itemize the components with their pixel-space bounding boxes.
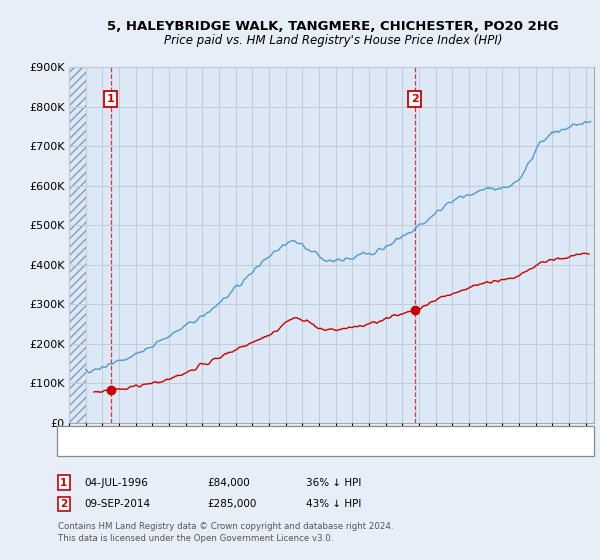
Text: 09-SEP-2014: 09-SEP-2014: [84, 499, 150, 509]
Bar: [69, 67, 86, 423]
Text: —: —: [68, 427, 83, 442]
Text: 43% ↓ HPI: 43% ↓ HPI: [306, 499, 361, 509]
Text: £84,000: £84,000: [207, 478, 250, 488]
Text: 36% ↓ HPI: 36% ↓ HPI: [306, 478, 361, 488]
Text: £285,000: £285,000: [207, 499, 256, 509]
Text: 5, HALEYBRIDGE WALK, TANGMERE, CHICHESTER, PO20 2HG (detached house): 5, HALEYBRIDGE WALK, TANGMERE, CHICHESTE…: [88, 429, 475, 439]
Text: 2: 2: [60, 499, 67, 509]
Text: 5, HALEYBRIDGE WALK, TANGMERE, CHICHESTER, PO20 2HG: 5, HALEYBRIDGE WALK, TANGMERE, CHICHESTE…: [107, 20, 559, 32]
Text: HPI: Average price, detached house, Chichester: HPI: Average price, detached house, Chic…: [88, 444, 322, 454]
Text: This data is licensed under the Open Government Licence v3.0.: This data is licensed under the Open Gov…: [58, 534, 334, 543]
Text: —: —: [68, 441, 83, 456]
Text: Contains HM Land Registry data © Crown copyright and database right 2024.: Contains HM Land Registry data © Crown c…: [58, 522, 394, 531]
Text: 1: 1: [60, 478, 67, 488]
Text: 04-JUL-1996: 04-JUL-1996: [84, 478, 148, 488]
Text: 1: 1: [107, 94, 115, 104]
Text: 2: 2: [411, 94, 419, 104]
Text: Price paid vs. HM Land Registry's House Price Index (HPI): Price paid vs. HM Land Registry's House …: [164, 34, 502, 46]
